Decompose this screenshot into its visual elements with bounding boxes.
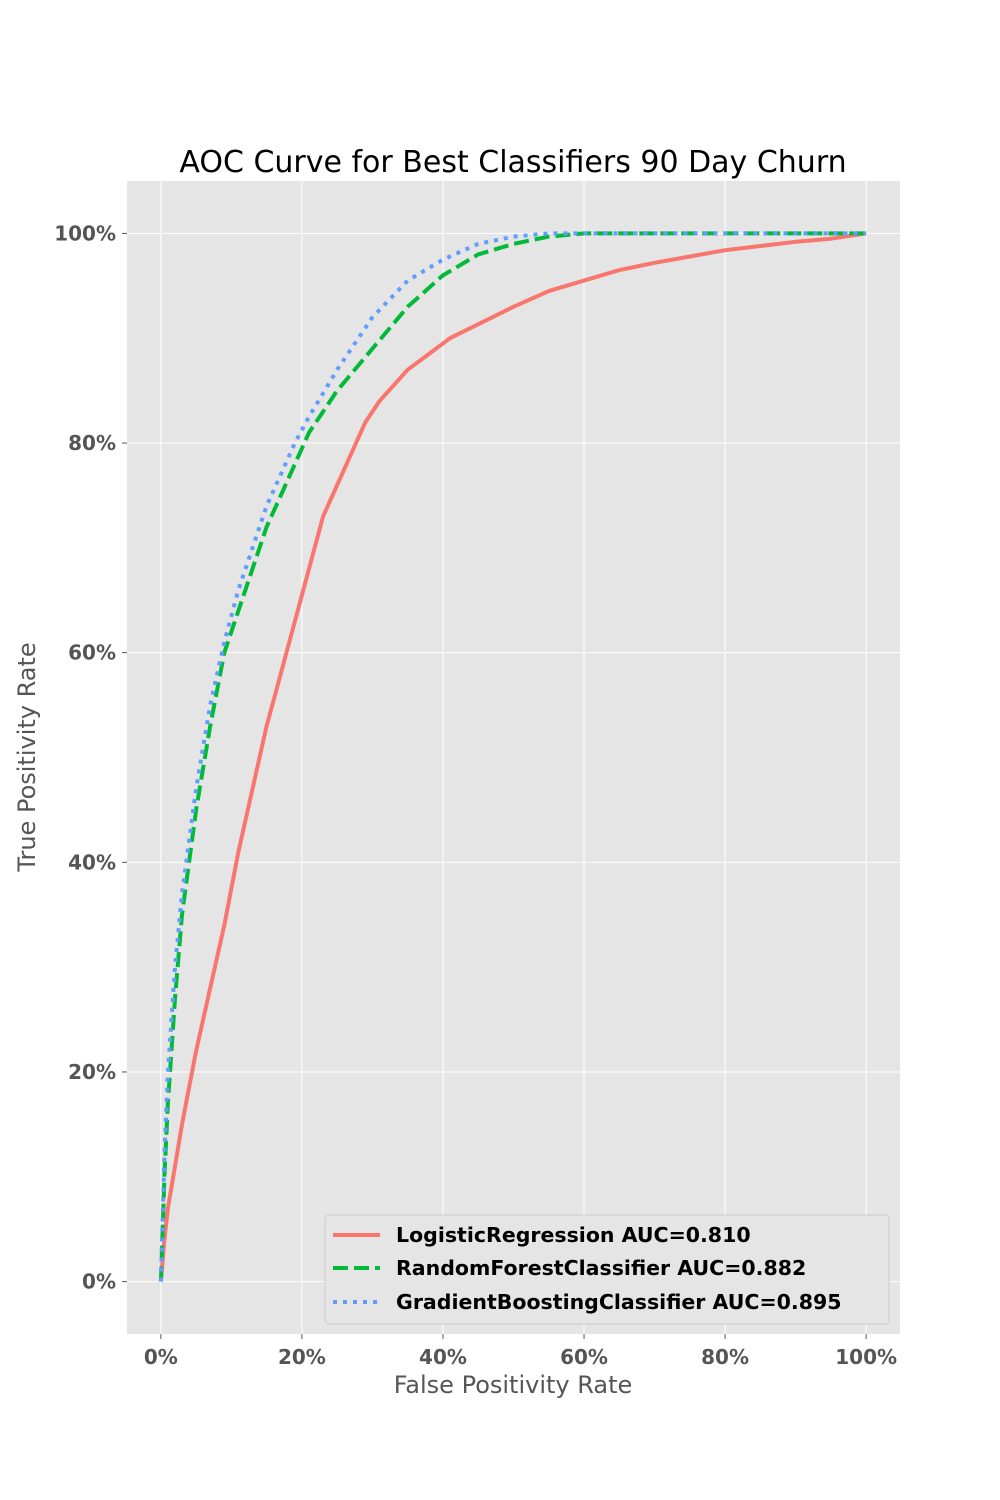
y-tick-label: 100% <box>54 221 116 245</box>
series-line-gradient-boosting <box>158 231 867 1282</box>
y-tick-label: 0% <box>82 1270 116 1294</box>
series-lines <box>158 231 867 1282</box>
plot-area-background <box>127 181 900 1334</box>
x-tick-label: 100% <box>835 1345 897 1369</box>
x-tick-label: 60% <box>560 1345 608 1369</box>
x-tick-label: 0% <box>144 1345 178 1369</box>
y-tick-label: 40% <box>68 850 116 874</box>
x-axis-ticks: 0% 20% 40% 60% 80% 100% <box>144 1334 897 1369</box>
grid-lines <box>127 181 900 1334</box>
y-axis-ticks: 0% 20% 40% 60% 80% 100% <box>54 221 127 1294</box>
series-line-random-forest <box>158 231 867 1282</box>
legend-label-gradient-boosting: GradientBoostingClassifier AUC=0.895 <box>396 1290 842 1314</box>
y-tick-label: 20% <box>68 1060 116 1084</box>
x-tick-label: 80% <box>701 1345 749 1369</box>
legend-box <box>324 1214 890 1325</box>
y-tick-label: 60% <box>68 641 116 665</box>
x-tick-label: 20% <box>278 1345 326 1369</box>
y-tick-label: 80% <box>68 431 116 455</box>
legend: LogisticRegression AUC=0.810 RandomFores… <box>324 1214 890 1325</box>
y-axis-label: True Positivity Rate <box>13 642 41 872</box>
legend-label-random-forest: RandomForestClassifier AUC=0.882 <box>396 1256 806 1280</box>
x-axis-label: False Positivity Rate <box>394 1371 633 1399</box>
chart-title: AOC Curve for Best Classifiers 90 Day Ch… <box>179 145 846 180</box>
x-tick-label: 40% <box>419 1345 467 1369</box>
series-line-logistic-regression <box>158 231 867 1282</box>
legend-label-logistic-regression: LogisticRegression AUC=0.810 <box>396 1223 751 1247</box>
